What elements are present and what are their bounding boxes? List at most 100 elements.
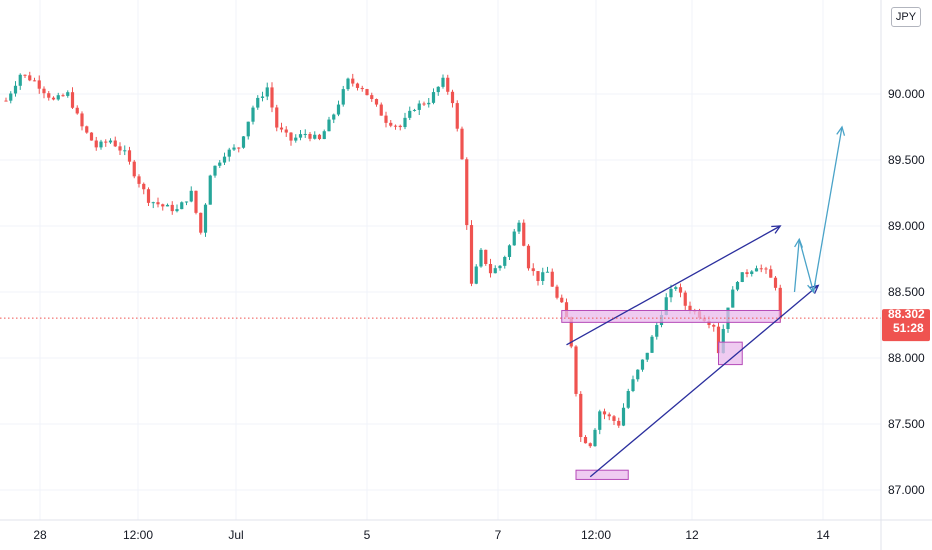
candle-down	[569, 317, 573, 347]
price-axis[interactable]: 87.000 87.500 88.000 88.500 89.000 89.500 90.0…	[888, 87, 925, 497]
candle-up	[498, 265, 502, 269]
candle-up	[66, 92, 70, 96]
candle-down	[460, 128, 464, 160]
candle-up	[735, 281, 740, 290]
candle-down	[555, 286, 559, 298]
candle-down	[716, 326, 721, 354]
candle-down	[161, 204, 165, 207]
candle-down	[42, 88, 46, 94]
candle-up	[731, 289, 735, 308]
candle-up	[222, 156, 227, 163]
candle-up	[436, 86, 440, 93]
candle-up	[260, 96, 265, 98]
candle-up	[512, 231, 516, 246]
candle-down	[70, 92, 75, 108]
candle-down	[199, 212, 203, 233]
candle-down	[588, 443, 592, 447]
candle-down	[550, 271, 554, 287]
candle-down	[104, 141, 108, 143]
time-axis[interactable]: 28 12:00 Jul 5 7 12:00 12 14	[33, 528, 830, 542]
candle-up	[503, 256, 507, 266]
candle-up	[431, 92, 436, 103]
candle-down	[365, 89, 369, 96]
candle-down	[4, 100, 8, 102]
candle-up	[650, 336, 654, 353]
candle-down	[564, 302, 569, 318]
last-price-tag: 88.302 51:28	[882, 307, 930, 342]
candle-down	[137, 176, 141, 184]
candle-down	[270, 87, 274, 108]
candle-down	[583, 436, 588, 444]
candle-up	[754, 268, 759, 272]
candle-up	[18, 74, 22, 86]
candle-up	[341, 89, 345, 105]
candle-up	[56, 95, 60, 100]
candle-down	[465, 159, 469, 226]
candle-down	[526, 245, 531, 269]
candle-up	[265, 87, 269, 97]
candle-down	[279, 127, 284, 130]
candle-up	[232, 147, 236, 150]
candle-down	[61, 95, 65, 97]
candle-up	[203, 204, 208, 233]
drawing-annotations	[561, 125, 846, 480]
time-tick-label: 14	[816, 528, 830, 542]
candle-up	[180, 202, 184, 210]
candle-down	[707, 321, 711, 325]
price-tick-label: 89.500	[888, 153, 925, 167]
candle-down	[370, 95, 374, 100]
candle-up	[327, 119, 331, 132]
price-tick-label: 90.000	[888, 87, 925, 101]
candle-down	[607, 414, 611, 417]
candle-down	[759, 268, 763, 270]
candle-up	[123, 150, 127, 152]
candle-down	[275, 107, 279, 128]
candle-down	[422, 103, 426, 105]
price-tick-label: 89.000	[888, 219, 925, 233]
candle-up	[189, 190, 193, 202]
candle-down	[393, 125, 398, 127]
candle-up	[740, 272, 744, 282]
time-tick-label: 12:00	[581, 528, 611, 542]
candle-up	[545, 271, 550, 273]
candle-up	[218, 162, 222, 166]
candle-up	[427, 102, 431, 105]
candle-down	[446, 77, 450, 92]
candle-down	[560, 297, 564, 303]
candle-up	[213, 165, 217, 176]
candle-down	[678, 287, 683, 293]
candle-up	[256, 97, 260, 108]
candle-up	[664, 297, 668, 315]
candle-up	[151, 202, 155, 204]
candle-down	[80, 113, 84, 127]
last-price-tag-bg	[882, 309, 930, 342]
candle-up	[332, 114, 336, 120]
time-tick-label: 7	[495, 528, 502, 542]
channel-upper-line-head	[771, 225, 782, 234]
candle-down	[113, 140, 117, 147]
candle-down	[522, 222, 526, 246]
candle-up	[636, 369, 640, 380]
price-tick-label: 87.000	[888, 483, 925, 497]
candle-up	[640, 359, 645, 370]
candle-down	[89, 132, 94, 141]
last-price-value: 88.302	[888, 307, 925, 321]
candle-down	[360, 87, 364, 90]
candle-up	[408, 110, 412, 118]
price-tick-label: 88.500	[888, 285, 925, 299]
price-axis-background	[881, 0, 932, 520]
candle-up	[441, 77, 445, 87]
candle-down	[85, 126, 89, 133]
candle-down	[127, 150, 132, 162]
time-tick-label: Jul	[228, 528, 243, 542]
candle-down	[355, 83, 360, 88]
candle-up	[493, 268, 497, 274]
projection-path	[793, 126, 843, 293]
grid-lines	[0, 0, 881, 520]
candle-up	[208, 175, 212, 205]
candle-down	[764, 268, 768, 270]
candle-down	[398, 125, 402, 128]
currency-badge[interactable]: JPY	[891, 7, 921, 27]
candle-up	[750, 271, 754, 275]
